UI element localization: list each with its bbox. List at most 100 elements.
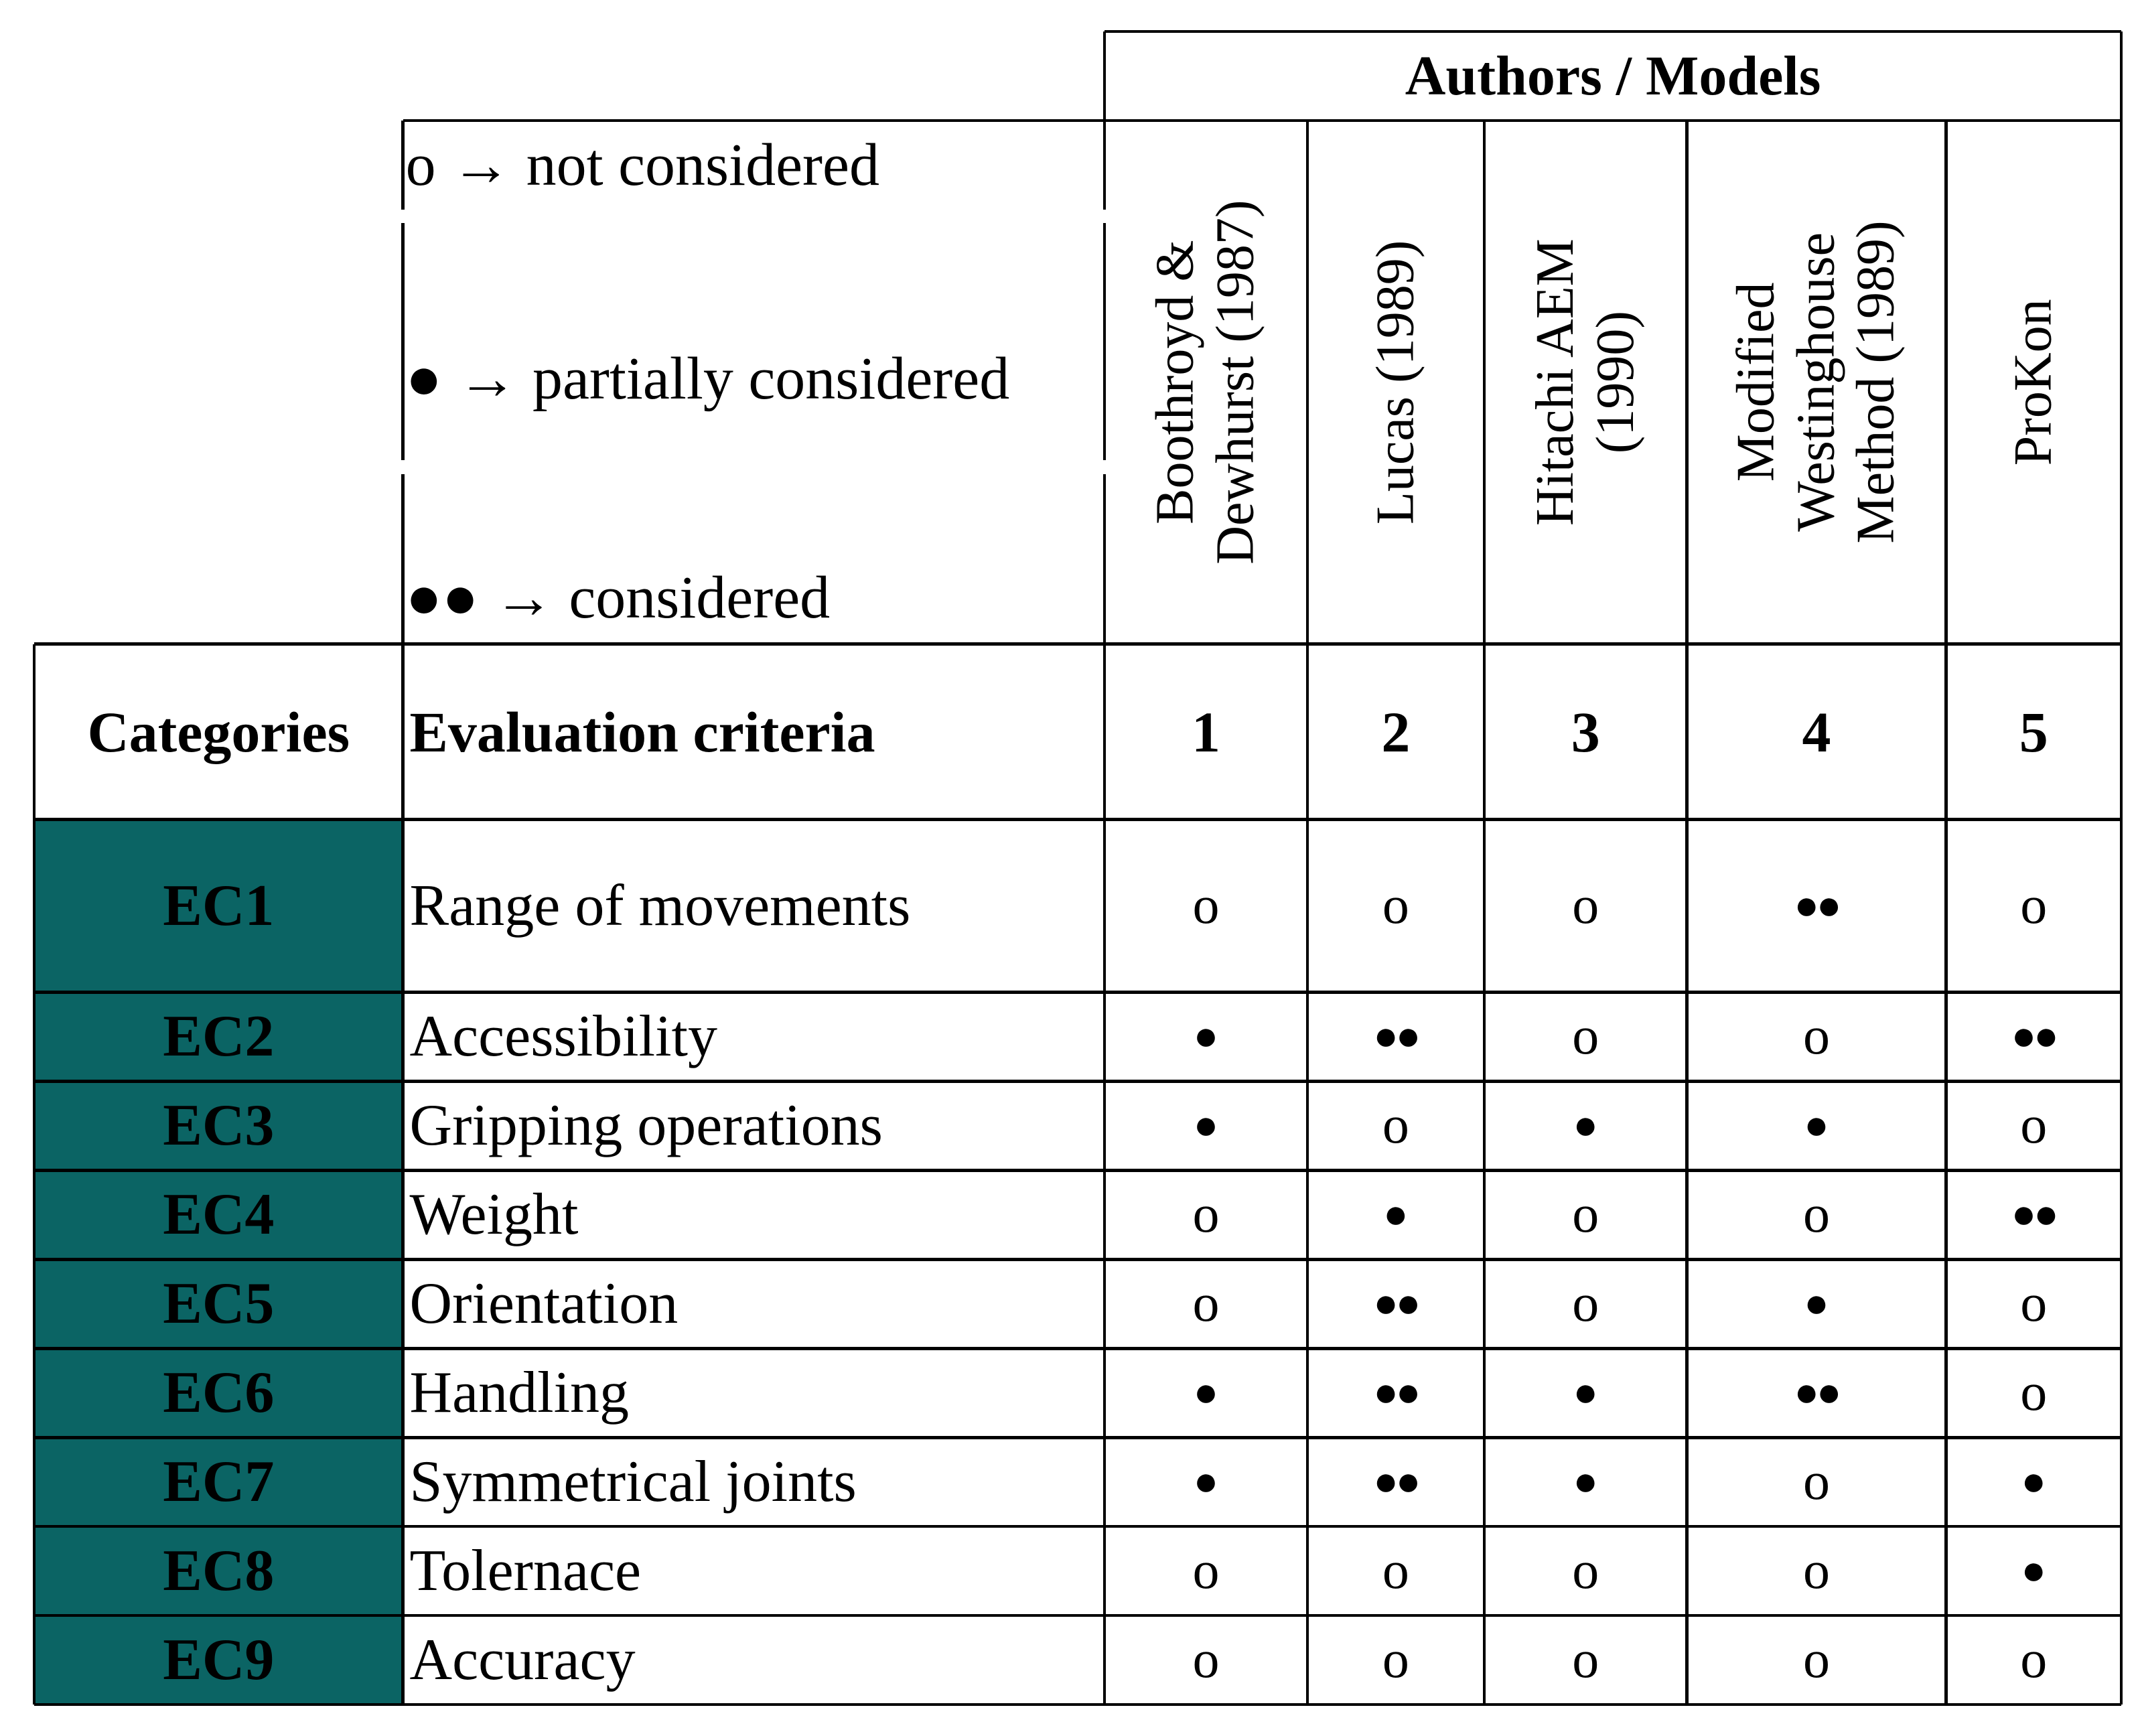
rating-cell: o [1802, 1007, 1830, 1066]
rating-cell: ● [2021, 1459, 2046, 1505]
grid-line-model-3 [1685, 121, 1689, 1705]
model-header: Hitachi AEM (1990) [1484, 121, 1687, 644]
category-cell: EC3 [163, 1093, 275, 1159]
model-header-line: Lucas (1989) [1366, 240, 1425, 524]
rating-cell: o [2020, 1274, 2048, 1333]
grid-line-row-3 [34, 1169, 2122, 1172]
grid-line-row-0 [34, 818, 2122, 821]
rating-cell: ● [1193, 1370, 1219, 1416]
rating-cell: ● [1573, 1102, 1598, 1149]
model-number: 4 [1802, 699, 1831, 764]
model-header-line: ProKon [2003, 299, 2063, 466]
legend-item: ●● → considered [405, 565, 831, 632]
group-header: Authors / Models [1405, 45, 1821, 108]
rating-cell: o [2020, 1363, 2048, 1423]
criterion-cell: Orientation [409, 1271, 679, 1337]
grid-line-legend-top [403, 119, 1105, 123]
rating-cell: o [1572, 1541, 1599, 1601]
category-cell: EC9 [163, 1628, 275, 1693]
rating-cell: o [2020, 1630, 2048, 1690]
model-header-line: Modified [1726, 282, 1786, 482]
category-cell: EC8 [163, 1538, 275, 1604]
rating-cell: o [1192, 1274, 1220, 1333]
categories-header: Categories [87, 699, 350, 764]
rating-cell: o [1192, 1541, 1220, 1601]
criterion-cell: Range of movements [409, 873, 911, 938]
grid-line-right [2119, 31, 2123, 1705]
criterion-cell: Weight [409, 1182, 579, 1248]
grid-line-row-4 [34, 1258, 2122, 1261]
rating-cell: ●● [1373, 1281, 1421, 1327]
rating-cell: ●● [1373, 1013, 1421, 1060]
rating-cell: ● [2021, 1548, 2046, 1594]
rating-cell: ● [1193, 1102, 1219, 1149]
category-cell: EC1 [163, 873, 275, 938]
model-header-line: Dewhurst (1987) [1206, 200, 1265, 565]
grid-line-row-9 [34, 1703, 2122, 1707]
rating-cell: o [2020, 875, 2048, 935]
grid-line-left [32, 644, 36, 1705]
rating-cell: ●● [2011, 1013, 2059, 1060]
grid-line-row-2 [34, 1080, 2122, 1083]
rating-cell: o [1572, 1007, 1599, 1066]
model-header-line: Westinghouse [1786, 232, 1846, 532]
model-header-label: ProKon [2003, 299, 2064, 465]
rating-cell: ●● [2011, 1191, 2059, 1238]
grid-line-model-2 [1482, 121, 1486, 1705]
category-cell: EC5 [163, 1271, 275, 1337]
model-header-label: Modified Westinghouse Method (1989) [1727, 221, 1907, 544]
grid-line-row-8 [34, 1613, 2122, 1617]
rating-cell: ● [1804, 1281, 1829, 1327]
model-number: 1 [1191, 699, 1220, 764]
rating-cell: ●● [1373, 1459, 1421, 1505]
grid-line-row-1 [34, 991, 2122, 994]
grid-line-header-bottom [34, 642, 2122, 646]
model-header-label: Lucas (1989) [1366, 240, 1426, 524]
rating-cell: ● [1804, 1102, 1829, 1149]
rating-cell: o [1572, 1274, 1599, 1333]
model-header-label: Hitachi AEM (1990) [1526, 238, 1646, 526]
rating-cell: o [1802, 1185, 1830, 1244]
model-number: 3 [1571, 699, 1600, 764]
criterion-cell: Gripping operations [409, 1093, 883, 1159]
rating-cell: ● [1573, 1459, 1598, 1505]
rating-cell: o [1802, 1630, 1830, 1690]
model-header: Lucas (1989) [1307, 121, 1484, 644]
grid-line-top [1104, 29, 2122, 33]
rating-cell: ● [1573, 1370, 1598, 1416]
model-header-line: Hitachi AEM [1525, 238, 1585, 526]
grid-line-authors-bottom [1104, 119, 2122, 123]
criterion-cell: Accessibility [409, 1004, 717, 1070]
rating-cell: o [1382, 1541, 1409, 1601]
rating-cell: ● [1193, 1459, 1219, 1505]
model-number: 2 [1381, 699, 1411, 764]
rating-cell: ● [1383, 1191, 1409, 1238]
grid-line-legend-left-c [401, 474, 405, 1705]
model-header: Modified Westinghouse Method (1989) [1687, 121, 1946, 644]
grid-line-row-5 [34, 1347, 2122, 1350]
category-cell: EC2 [163, 1004, 275, 1070]
category-cell: EC6 [163, 1360, 275, 1426]
rating-cell: o [1192, 875, 1220, 935]
grid-line-criteria-right-b [1102, 223, 1107, 461]
criterion-cell: Symmetrical joints [409, 1449, 857, 1515]
rating-cell: o [1382, 1096, 1409, 1155]
grid-line-criteria-right-a [1102, 31, 1107, 210]
model-header-label: Boothroyd & Dewhurst (1987) [1146, 200, 1266, 565]
criteria-header: Evaluation criteria [409, 699, 875, 764]
criterion-cell: Accuracy [409, 1628, 636, 1693]
grid-line-row-7 [34, 1524, 2122, 1528]
rating-cell: o [1572, 875, 1599, 935]
model-header-line: Boothroyd & [1145, 240, 1205, 525]
category-cell: EC7 [163, 1449, 275, 1515]
model-header-line: Method (1989) [1846, 220, 1906, 544]
rating-cell: o [1192, 1630, 1220, 1690]
legend-item: o → not considered [405, 131, 879, 198]
rating-cell: o [1572, 1185, 1599, 1244]
model-number: 5 [2019, 699, 2048, 764]
criterion-cell: Tolernace [409, 1538, 642, 1604]
criterion-cell: Handling [409, 1360, 630, 1426]
rating-cell: o [1802, 1541, 1830, 1601]
rating-cell: o [1192, 1185, 1220, 1244]
